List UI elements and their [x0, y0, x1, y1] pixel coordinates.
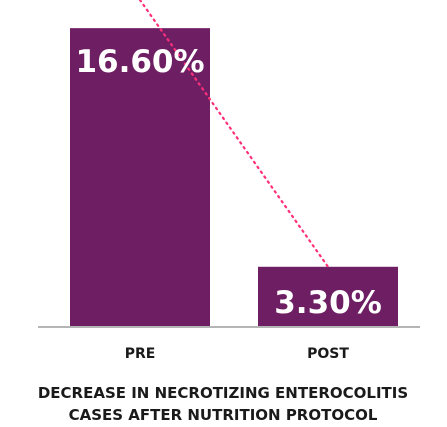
value-labels-layer: 16.60% 3.30% [75, 44, 381, 321]
bars-layer [70, 28, 398, 327]
bar-post [258, 266, 398, 326]
chart-caption-line-2: CASES AFTER NUTRITION PROTOCOL [69, 406, 378, 424]
bar-pre [70, 28, 210, 327]
trend-line [138, 0, 330, 268]
category-labels-layer: PRE POST [125, 346, 350, 362]
category-label-post: POST [307, 346, 349, 362]
chart-caption-line-1: DECREASE IN NECROTIZING ENTEROCOLITIS [38, 384, 408, 402]
bar-value-label-pre: 16.60% [75, 44, 204, 80]
category-label-pre: PRE [125, 346, 156, 362]
bar-value-label-post: 3.30% [274, 285, 382, 321]
